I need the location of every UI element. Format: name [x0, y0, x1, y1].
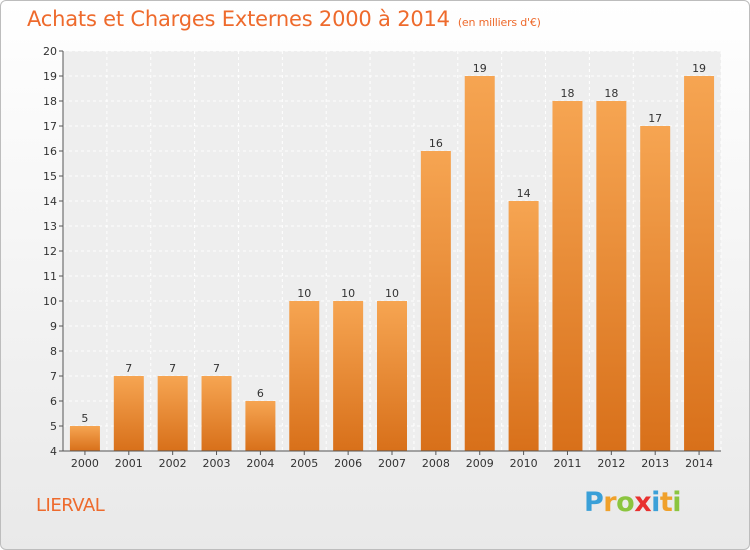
logo-letter: i: [672, 487, 682, 518]
bar-2003: [201, 376, 232, 451]
x-tick-label: 2001: [115, 457, 143, 470]
data-label-2009: 19: [473, 62, 487, 75]
y-tick-label: 7: [50, 370, 57, 383]
chart-title-text: Achats et Charges Externes 2000 à 2014: [27, 7, 450, 31]
data-label-2012: 18: [604, 87, 618, 100]
bar-2014: [684, 76, 715, 451]
bar-2006: [333, 301, 364, 451]
data-label-2008: 16: [429, 137, 443, 150]
chart-title: Achats et Charges Externes 2000 à 2014 (e…: [27, 7, 541, 31]
axes: 4 5 6 7 8 9 10 11 12 13 14 15 16 17 18 19 20 2000 2001 2002…: [43, 45, 721, 470]
y-tick-label: 18: [43, 95, 57, 108]
data-label-2003: 7: [213, 362, 220, 375]
proxiti-logo: Proxiti: [584, 487, 682, 518]
bar-2011: [552, 101, 583, 451]
y-tick-label: 9: [50, 320, 57, 333]
commune-name: LIERVAL: [36, 495, 105, 516]
y-tick-label: 15: [43, 170, 57, 183]
bar-2000: [69, 426, 100, 451]
x-tick-label: 2011: [553, 457, 581, 470]
x-tick-label: 2003: [203, 457, 231, 470]
data-label-2007: 10: [385, 287, 399, 300]
x-tick-label: 2010: [510, 457, 538, 470]
bar-2001: [113, 376, 144, 451]
x-tick-label: 2004: [246, 457, 274, 470]
data-label-2001: 7: [125, 362, 132, 375]
y-tick-label: 14: [43, 195, 57, 208]
y-tick-label: 11: [43, 270, 57, 283]
y-tick-label: 10: [43, 295, 57, 308]
y-tick-label: 5: [50, 420, 57, 433]
x-tick-label: 2002: [159, 457, 187, 470]
y-tick-label: 6: [50, 395, 57, 408]
x-tick-label: 2008: [422, 457, 450, 470]
x-tick-label: 2000: [71, 457, 99, 470]
data-label-2006: 10: [341, 287, 355, 300]
data-label-2011: 18: [560, 87, 574, 100]
y-tick-label: 17: [43, 120, 57, 133]
x-tick-label: 2012: [597, 457, 625, 470]
x-tick-label: 2009: [466, 457, 494, 470]
bar-2002: [157, 376, 188, 451]
bar-2005: [289, 301, 320, 451]
bar-2013: [640, 126, 671, 451]
chart-subtitle: (en milliers d'€): [457, 16, 541, 29]
x-tick-label: 2006: [334, 457, 362, 470]
y-tick-label: 8: [50, 345, 57, 358]
bar-2007: [377, 301, 407, 451]
logo-letter: i: [651, 487, 660, 518]
bar-2012: [596, 101, 627, 451]
data-label-2010: 14: [517, 187, 531, 200]
logo-letter: t: [659, 487, 673, 518]
bar-2009: [464, 76, 495, 451]
x-tick-label: 2005: [290, 457, 318, 470]
bars: [69, 76, 715, 451]
logo-letter: P: [584, 487, 604, 518]
y-tick-label: 20: [43, 45, 57, 58]
data-label-2002: 7: [169, 362, 176, 375]
data-label-2000: 5: [81, 412, 88, 425]
bar-2010: [508, 201, 539, 451]
data-label-2004: 6: [257, 387, 264, 400]
y-tick-label: 16: [43, 145, 57, 158]
bar-2004: [245, 401, 276, 451]
x-tick-label: 2013: [641, 457, 669, 470]
y-tick-label: 19: [43, 70, 57, 83]
logo-letter: o: [616, 487, 635, 518]
logo-letter: x: [634, 487, 652, 518]
logo-letter: r: [603, 487, 617, 518]
data-label-2014: 19: [692, 62, 706, 75]
y-tick-label: 4: [50, 445, 57, 458]
data-label-2013: 17: [648, 112, 662, 125]
x-tick-label: 2007: [378, 457, 406, 470]
y-tick-label: 13: [43, 220, 57, 233]
bar-2008: [420, 151, 451, 451]
x-tick-label: 2014: [685, 457, 713, 470]
data-label-2005: 10: [297, 287, 311, 300]
y-tick-label: 12: [43, 245, 57, 258]
data-labels: 5 7 7 7 6 10 10 10 16 19 14 18 18 17 19: [81, 62, 706, 425]
